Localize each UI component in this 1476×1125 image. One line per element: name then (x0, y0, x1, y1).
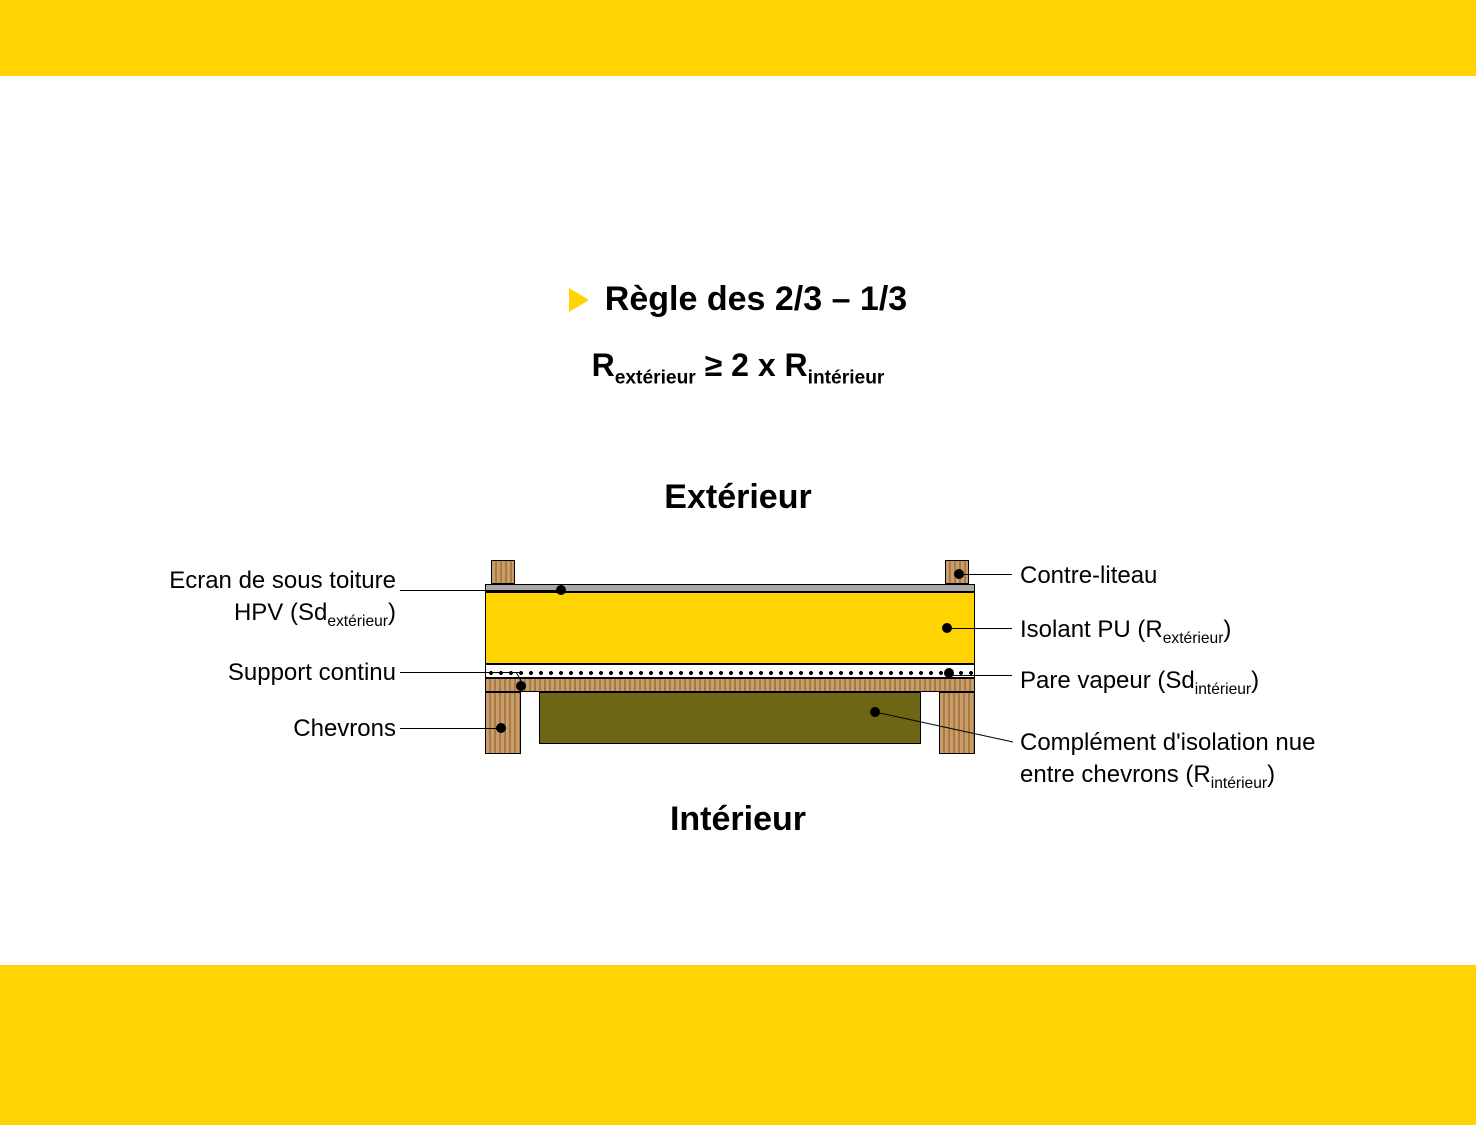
label-contre-liteau: Contre-liteau (1020, 560, 1157, 592)
label-complement-isolation: Complément d'isolation nue entre chevron… (1020, 727, 1315, 794)
leader-line (950, 628, 1012, 629)
leader-dot (942, 623, 952, 633)
leader-line (400, 672, 520, 673)
contre-liteau-block (491, 560, 515, 584)
leader-dot (496, 723, 506, 733)
footer-band (0, 965, 1476, 1125)
exterior-heading: Extérieur (0, 478, 1476, 517)
interior-heading: Intérieur (0, 800, 1476, 839)
leader-line (400, 590, 560, 591)
leader-line (962, 574, 1012, 575)
label-isolant-pu: Isolant PU (Rextérieur) (1020, 614, 1231, 649)
formula: Rextérieur ≥ 2 x Rintérieur (0, 347, 1476, 389)
layer-insulation-pu (485, 592, 975, 664)
label-support-continu: Support continu (228, 657, 396, 689)
layer-pare-vapeur (485, 664, 975, 678)
rule-title: Règle des 2/3 – 1/3 (605, 280, 907, 319)
leader-dot (944, 668, 954, 678)
leader-dot (954, 569, 964, 579)
leader-line (952, 675, 1012, 676)
leader-dot (556, 585, 566, 595)
leader-dot (870, 707, 880, 717)
layer-contre-liteau (485, 560, 975, 584)
layer-support-continu (485, 678, 975, 692)
label-pare-vapeur: Pare vapeur (Sdintérieur) (1020, 665, 1259, 700)
leader-diag (516, 672, 528, 690)
title-block: Règle des 2/3 – 1/3 Rextérieur ≥ 2 x Rin… (0, 280, 1476, 389)
leader-line (400, 728, 500, 729)
layer-complement-isolation (539, 692, 921, 744)
leader-diag (875, 712, 1015, 746)
header-band (0, 0, 1476, 76)
triangle-bullet-icon (569, 288, 589, 312)
label-chevrons: Chevrons (293, 713, 396, 745)
label-ecran-sous-toiture: Ecran de sous toiture HPV (Sdextérieur) (169, 565, 396, 632)
